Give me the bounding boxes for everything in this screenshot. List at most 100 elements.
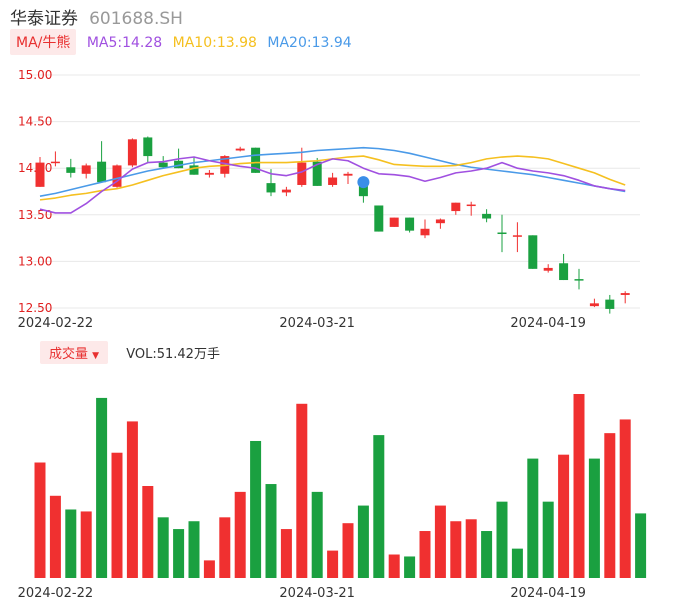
volume-bar bbox=[157, 517, 169, 578]
volume-bar bbox=[280, 529, 292, 578]
volume-bar bbox=[296, 403, 308, 578]
candle-body bbox=[451, 202, 461, 212]
volume-bar bbox=[619, 419, 631, 578]
volume-bar bbox=[126, 421, 138, 578]
volume-bar bbox=[327, 550, 339, 578]
date-axis-tick-label: 2024-04-19 bbox=[510, 586, 586, 601]
volume-bar bbox=[588, 458, 600, 578]
candle-body bbox=[389, 217, 399, 227]
candle-body bbox=[620, 293, 630, 295]
candle-body bbox=[543, 267, 553, 271]
candle-body bbox=[405, 217, 415, 231]
volume-bar bbox=[604, 433, 616, 578]
candle-body bbox=[466, 204, 476, 207]
candle-body bbox=[574, 279, 584, 281]
volume-bar bbox=[173, 529, 185, 578]
price-axis-tick-label: 14.50 bbox=[18, 115, 52, 129]
volume-bar bbox=[203, 560, 215, 578]
date-axis-tick-label: 2024-04-19 bbox=[510, 316, 586, 331]
candle-body bbox=[328, 177, 338, 185]
ma-legend-row: MA/牛熊 MA5:14.28 MA10:13.98 MA20:13.94 bbox=[10, 29, 352, 55]
candle-body bbox=[374, 205, 384, 232]
date-axis-tick-label: 2024-03-21 bbox=[279, 586, 355, 601]
volume-bar bbox=[65, 509, 77, 578]
ma20-legend-label: MA20:13.94 bbox=[267, 35, 352, 51]
candle-body bbox=[35, 162, 45, 187]
candle-body bbox=[158, 162, 168, 168]
volume-bar bbox=[96, 397, 108, 578]
price-axis-tick-label: 13.00 bbox=[18, 254, 52, 268]
candle-body bbox=[482, 213, 492, 219]
volume-bar bbox=[342, 523, 354, 578]
candle-body bbox=[112, 165, 122, 187]
candle-body bbox=[143, 137, 153, 157]
volume-bar bbox=[219, 517, 231, 578]
candle-body bbox=[204, 172, 214, 175]
candle-body bbox=[435, 219, 445, 224]
volume-bar bbox=[49, 495, 61, 578]
current-position-marker-icon bbox=[357, 176, 370, 189]
date-axis-tick-label: 2024-02-22 bbox=[18, 586, 94, 601]
price-axis-tick-label: 12.50 bbox=[18, 301, 52, 315]
volume-bar bbox=[496, 501, 508, 578]
volume-bar bbox=[481, 531, 493, 578]
volume-bar bbox=[311, 491, 323, 578]
volume-legend-row: 成交量 ▼ VOL:51.42万手 bbox=[40, 341, 220, 364]
ma5-line bbox=[39, 156, 626, 214]
ma10-legend-label: MA10:13.98 bbox=[172, 35, 257, 51]
candle-body bbox=[343, 173, 353, 176]
candle-body bbox=[266, 183, 276, 193]
stock-name: 华泰证券 bbox=[10, 9, 78, 29]
volume-bar bbox=[388, 554, 400, 578]
volume-bar bbox=[450, 521, 462, 578]
price-axis-tick-label: 13.50 bbox=[18, 208, 52, 222]
candle-body bbox=[420, 228, 430, 236]
candle-body bbox=[497, 232, 507, 235]
candle-body bbox=[281, 189, 291, 193]
ma20-line bbox=[39, 146, 626, 197]
volume-indicator-selector[interactable]: 成交量 ▼ bbox=[40, 341, 109, 364]
stock-code: 601688.SH bbox=[89, 9, 183, 29]
volume-bar bbox=[142, 486, 154, 578]
volume-bar bbox=[434, 505, 446, 578]
price-axis-tick-label: 14.00 bbox=[18, 161, 52, 175]
candle-body bbox=[512, 235, 522, 237]
candle-body bbox=[605, 299, 615, 309]
candle-body bbox=[528, 235, 538, 269]
chevron-down-icon: ▼ bbox=[92, 351, 100, 361]
stock-header: 华泰证券 601688.SH bbox=[10, 4, 183, 29]
candle-body bbox=[66, 167, 76, 173]
volume-bar bbox=[635, 513, 647, 578]
volume-bar bbox=[511, 548, 523, 578]
volume-bar bbox=[558, 454, 570, 578]
volume-bar bbox=[188, 521, 200, 578]
volume-bar bbox=[373, 435, 385, 578]
ma-indicator-selector[interactable]: MA/牛熊 bbox=[10, 29, 77, 55]
volume-bar bbox=[573, 394, 585, 578]
candle-body bbox=[50, 161, 60, 164]
volume-value: VOL:51.42万手 bbox=[126, 347, 220, 362]
candle-body bbox=[127, 139, 137, 166]
volume-bar bbox=[80, 511, 92, 578]
volume-bar bbox=[404, 556, 416, 578]
volume-bar bbox=[419, 531, 431, 578]
volume-bar bbox=[234, 491, 246, 578]
volume-bar bbox=[542, 501, 554, 578]
candle-body bbox=[559, 263, 569, 281]
price-axis-tick-label: 15.00 bbox=[18, 68, 52, 82]
volume-bar bbox=[527, 458, 539, 578]
candle-body bbox=[97, 161, 107, 183]
ma5-legend-label: MA5:14.28 bbox=[86, 35, 163, 51]
candle-body bbox=[174, 160, 184, 169]
volume-bar bbox=[357, 505, 369, 578]
volume-bar bbox=[265, 484, 277, 578]
candle-body bbox=[589, 303, 599, 307]
candle-body bbox=[251, 147, 261, 173]
volume-bar bbox=[250, 440, 262, 578]
candle-body bbox=[312, 161, 322, 186]
candle-body bbox=[189, 165, 199, 175]
date-axis-tick-label: 2024-03-21 bbox=[279, 316, 355, 331]
candle-body bbox=[297, 162, 307, 185]
candle-body bbox=[235, 148, 245, 151]
